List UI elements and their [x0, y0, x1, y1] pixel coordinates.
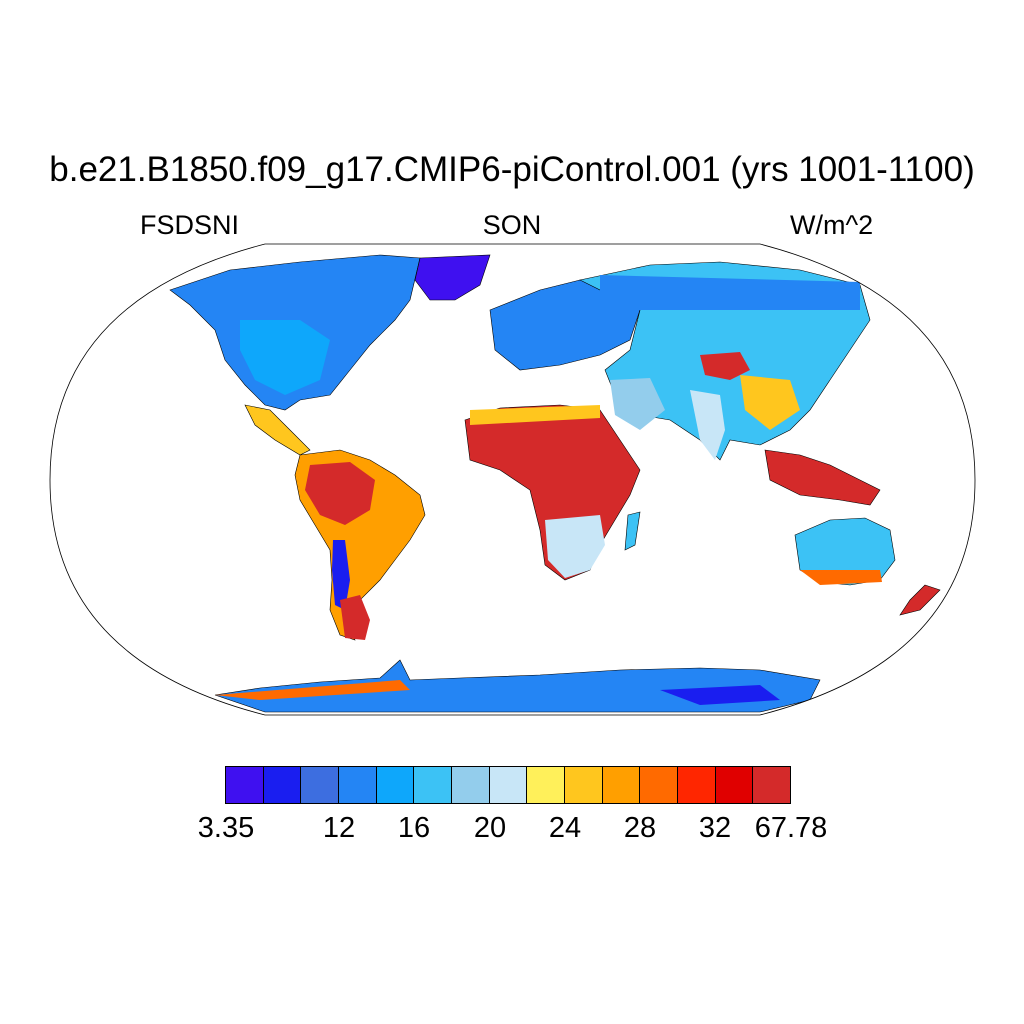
colorbar-tick-label: 67.78 — [754, 812, 828, 844]
variable-label: FSDSNI — [140, 210, 240, 240]
region-australia-south — [800, 570, 882, 585]
colorbar-tick-label: 3.35 — [197, 812, 255, 844]
colorbar-tick-label: 16 — [397, 812, 431, 844]
plot-title: b.e21.B1850.f09_g17.CMIP6-piControl.001 … — [49, 150, 975, 189]
colorbar-tick-label: 12 — [322, 812, 356, 844]
region-arabia — [610, 378, 665, 430]
units-label: W/m^2 — [790, 210, 874, 240]
region-andes — [332, 540, 350, 610]
landmass-antarctica — [214, 659, 821, 713]
colorbar-swatch — [527, 767, 566, 803]
colorbar — [225, 766, 791, 804]
colorbar-swatch — [226, 767, 264, 803]
colorbar-swatch — [452, 767, 490, 803]
landmass-greenland — [414, 254, 491, 301]
region-mexico — [244, 404, 311, 456]
colorbar-swatch — [376, 767, 415, 803]
colorbar-swatch — [301, 767, 340, 803]
colorbar-swatch — [339, 767, 377, 803]
colorbar-swatch — [715, 767, 754, 803]
colorbar-swatch — [640, 767, 679, 803]
season-label: SON — [482, 210, 542, 240]
region-antarctica-east — [660, 685, 780, 705]
colorbar-swatch — [414, 767, 453, 803]
region-china-south — [740, 375, 800, 430]
colorbar-swatch — [565, 767, 603, 803]
colorbar-swatch — [678, 767, 716, 803]
landmass-new-zealand — [899, 584, 941, 616]
colorbar-swatch — [489, 767, 528, 803]
colorbar-swatch — [753, 767, 791, 803]
region-patagonia — [340, 595, 370, 640]
landmass-madagascar — [624, 511, 641, 551]
landmass-se-asia-islands — [764, 449, 881, 506]
colorbar-tick-label: 20 — [473, 812, 507, 844]
region-tibet — [700, 352, 750, 380]
region-south-africa — [545, 515, 605, 578]
region-na-central — [240, 320, 330, 395]
region-siberia — [600, 275, 860, 310]
globe-outline — [49, 243, 976, 716]
colorbar-tick-label: 28 — [623, 812, 657, 844]
region-amazon — [305, 462, 375, 525]
region-antarctica-coast — [215, 680, 410, 700]
colorbar-swatch — [602, 767, 641, 803]
region-india — [690, 390, 725, 460]
colorbar-tick-label: 32 — [698, 812, 732, 844]
colorbar-swatch — [263, 767, 302, 803]
colorbar-tick-label: 24 — [548, 812, 582, 844]
region-north-africa-coast — [470, 405, 600, 425]
